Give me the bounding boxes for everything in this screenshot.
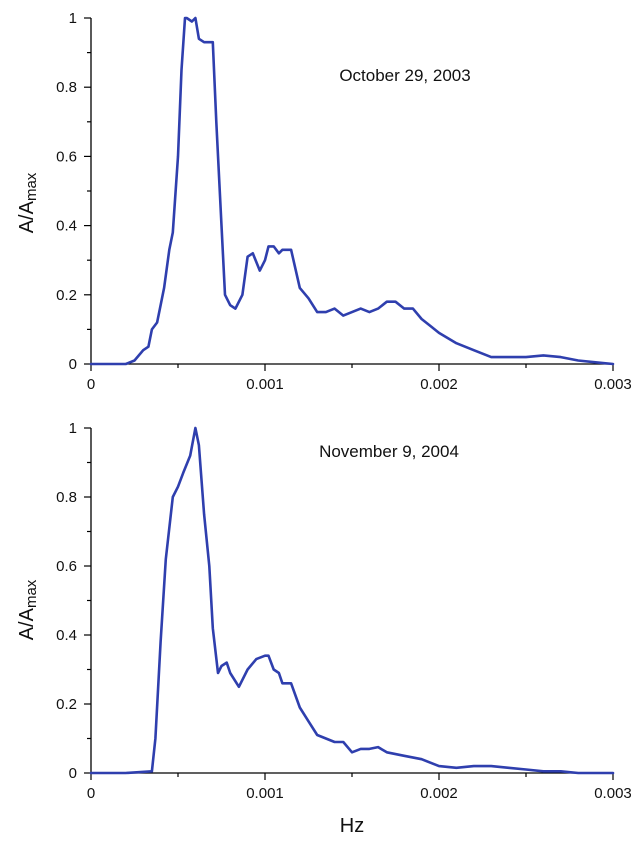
y-tick-label: 0.4 [56,218,77,235]
chart-annotation: November 9, 2004 [319,442,459,461]
y-axis-label: A/Amax [16,579,40,640]
y-tick-label: 0.8 [56,79,77,96]
x-tick-label: 0.002 [420,785,458,802]
x-tick-label: 0.003 [594,376,632,393]
chart-panel-nov-2004: 0 0.2 0.4 0.6 0.8 1 0 0.001 0.002 0.003 November … [16,420,632,837]
y-tick-label: 0 [69,765,77,782]
x-tick-label: 0.001 [246,376,284,393]
x-tick-label: 0.002 [420,376,458,393]
x-tick-label: 0.003 [594,785,632,802]
y-tick-label: 0.2 [56,696,77,713]
chart-panel-oct-2003: 0 0.2 0.4 0.6 0.8 1 0 0.001 0.002 0.003 October 2… [16,10,632,393]
series-line [89,16,615,366]
y-axis-label: A/Amax [16,172,40,233]
y-tick-label: 0.4 [56,627,77,644]
y-tick-label: 0.6 [56,148,77,165]
x-tick-label: 0 [87,785,95,802]
tick-labels: 0 0.2 0.4 0.6 0.8 1 0 0.001 0.002 0.003 [56,420,632,802]
y-tick-label: 0.8 [56,489,77,506]
x-tick-label: 0.001 [246,785,284,802]
y-axis-label-main: A/A [16,200,38,233]
y-axis-label-sub: max [23,172,40,201]
y-tick-label: 0 [69,356,77,373]
tick-marks [84,17,614,371]
y-tick-label: 1 [69,10,77,27]
y-tick-label: 0.6 [56,558,77,575]
y-tick-label: 1 [69,420,77,437]
y-tick-label: 0.2 [56,287,77,304]
axes [90,428,613,774]
y-axis-label-main: A/A [16,607,38,640]
series-line [89,426,615,775]
x-tick-label: 0 [87,376,95,393]
y-axis-label-sub: max [23,579,40,608]
tick-labels: 0 0.2 0.4 0.6 0.8 1 0 0.001 0.002 0.003 [56,10,632,393]
x-axis-label: Hz [340,815,364,837]
chart-annotation: October 29, 2003 [339,66,470,85]
